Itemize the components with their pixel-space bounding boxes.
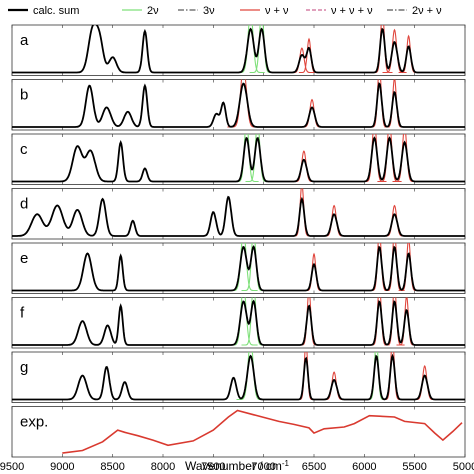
panel-c: c xyxy=(11,133,466,185)
panel-label: e xyxy=(20,250,28,267)
chart-legend: calc. sum 2ν 3ν ν + ν ν + ν + ν 2ν + ν xyxy=(8,5,442,17)
panel-label: b xyxy=(20,87,28,104)
x-axis-title: Wavenumber / cm-1 xyxy=(185,459,290,474)
panel-frame xyxy=(11,133,466,185)
calc-sum-curve xyxy=(12,136,465,183)
x-tick-label: 8500 xyxy=(100,461,124,473)
x-tick-label: 5000 xyxy=(453,461,474,473)
legend-item: ν + ν + ν xyxy=(306,5,373,17)
panel-g: g xyxy=(11,351,466,403)
legend-label: ν + ν xyxy=(265,5,289,17)
component-peak xyxy=(299,98,325,128)
panel-frame xyxy=(11,351,466,403)
x-tick-label: 8000 xyxy=(151,461,175,473)
legend-item: 2ν xyxy=(122,5,159,17)
component-peak xyxy=(303,252,325,292)
panel-f: f xyxy=(11,297,466,349)
panel-label: g xyxy=(20,359,28,376)
legend-label: 3ν xyxy=(203,5,215,17)
component-peak xyxy=(322,204,347,237)
legend-item: calc. sum xyxy=(8,5,79,17)
panel-label: exp. xyxy=(20,414,48,431)
component-peak xyxy=(322,371,347,401)
component-peak xyxy=(291,150,316,183)
component-peak xyxy=(398,243,419,292)
panel-e: e xyxy=(11,242,466,294)
component-peak xyxy=(297,352,315,401)
x-tick-label: 7500 xyxy=(201,461,225,473)
x-tick-label: 6000 xyxy=(352,461,376,473)
panel-label: a xyxy=(20,32,29,49)
legend-label: 2ν + ν xyxy=(412,5,442,17)
component-peak xyxy=(412,365,437,401)
legend-item: ν + ν xyxy=(240,5,289,17)
panel-label: f xyxy=(20,305,25,322)
x-tick-label: 7000 xyxy=(251,461,275,473)
panel-frame xyxy=(11,188,466,240)
panel-frame xyxy=(11,242,466,294)
legend-item: 3ν xyxy=(178,5,215,17)
panel-frame xyxy=(11,406,466,458)
x-axis: 9500 9000 8500 8000 7500 7000 6500 6000 5500 5000 xyxy=(0,461,474,473)
panel-stack: a b c d e f g exp. xyxy=(11,24,466,458)
calc-sum-curve xyxy=(12,245,465,292)
panel-frame xyxy=(11,297,466,349)
panel-label: d xyxy=(20,196,28,213)
panel-d: d xyxy=(11,188,466,240)
panel-frame xyxy=(11,79,466,131)
component-peak xyxy=(392,134,417,183)
component-peak xyxy=(382,204,407,237)
calc-sum-curve xyxy=(12,353,465,401)
panel-label: c xyxy=(20,141,28,158)
component-peak xyxy=(298,297,319,346)
x-tick-label: 5500 xyxy=(402,461,426,473)
x-tick-label: 9000 xyxy=(50,461,74,473)
calc-sum-curve xyxy=(12,25,465,74)
experimental-spectrum xyxy=(62,409,463,454)
legend-label: calc. sum xyxy=(33,5,79,17)
component-peak xyxy=(398,34,419,74)
legend-item: 2ν + ν xyxy=(387,5,442,17)
calc-sum-curve xyxy=(12,195,465,237)
legend-label: 2ν xyxy=(147,5,159,17)
panel-exp: exp. xyxy=(11,406,466,458)
panel-b: b xyxy=(11,79,466,131)
x-tick-label: 6500 xyxy=(302,461,326,473)
panel-frame xyxy=(11,24,466,76)
x-tick-label: 9500 xyxy=(0,461,24,473)
calc-sum-curve xyxy=(12,299,465,346)
calc-sum-curve xyxy=(12,82,465,128)
component-peak xyxy=(384,79,405,128)
legend-label: ν + ν + ν xyxy=(331,5,373,17)
component-peak xyxy=(236,25,265,74)
panel-a: a xyxy=(11,24,466,76)
component-peak xyxy=(291,188,312,237)
